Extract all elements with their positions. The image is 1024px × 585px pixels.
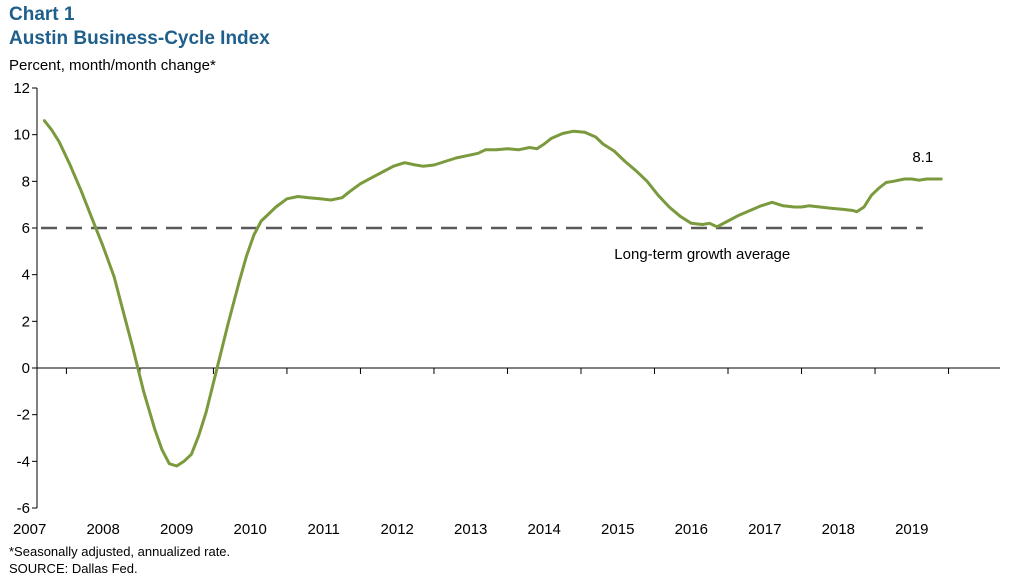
chart-title: Austin Business-Cycle Index	[9, 28, 270, 49]
x-tick-label: 2009	[160, 521, 193, 538]
x-tick-label: 2008	[86, 521, 119, 538]
series-line	[42, 119, 943, 468]
y-tick-label: -4	[17, 453, 30, 470]
y-tick-label: 4	[22, 267, 30, 284]
y-tick-label: -6	[17, 500, 30, 517]
y-tick-label: 8	[22, 173, 30, 190]
y-tick-label: 10	[13, 127, 30, 144]
y-tick-label: 6	[22, 220, 30, 237]
reference-line-label: Long-term growth average	[614, 246, 790, 263]
x-tick-label: 2016	[675, 521, 708, 538]
chart-number: Chart 1	[9, 4, 75, 25]
x-tick-label: 2017	[748, 521, 781, 538]
y-tick-label: 12	[13, 80, 30, 97]
x-tick-label: 2007	[13, 521, 46, 538]
source-note: SOURCE: Dallas Fed.	[9, 561, 138, 576]
y-axis-label: Percent, month/month change*	[9, 57, 216, 74]
footnote: *Seasonally adjusted, annualized rate.	[9, 544, 231, 559]
x-tick-label: 2012	[381, 521, 414, 538]
end-value-label: 8.1	[912, 149, 933, 166]
x-tick-label: 2014	[528, 521, 561, 538]
x-tick-label: 2019	[895, 521, 928, 538]
x-tick-label: 2018	[822, 521, 855, 538]
x-tick-label: 2015	[601, 521, 634, 538]
x-tick-label: 2013	[454, 521, 487, 538]
y-tick-label: 2	[22, 313, 30, 330]
y-tick-label: 0	[22, 360, 30, 377]
x-tick-label: 2011	[308, 521, 340, 538]
x-tick-label: 2010	[233, 521, 266, 538]
y-tick-label: -2	[17, 407, 30, 424]
